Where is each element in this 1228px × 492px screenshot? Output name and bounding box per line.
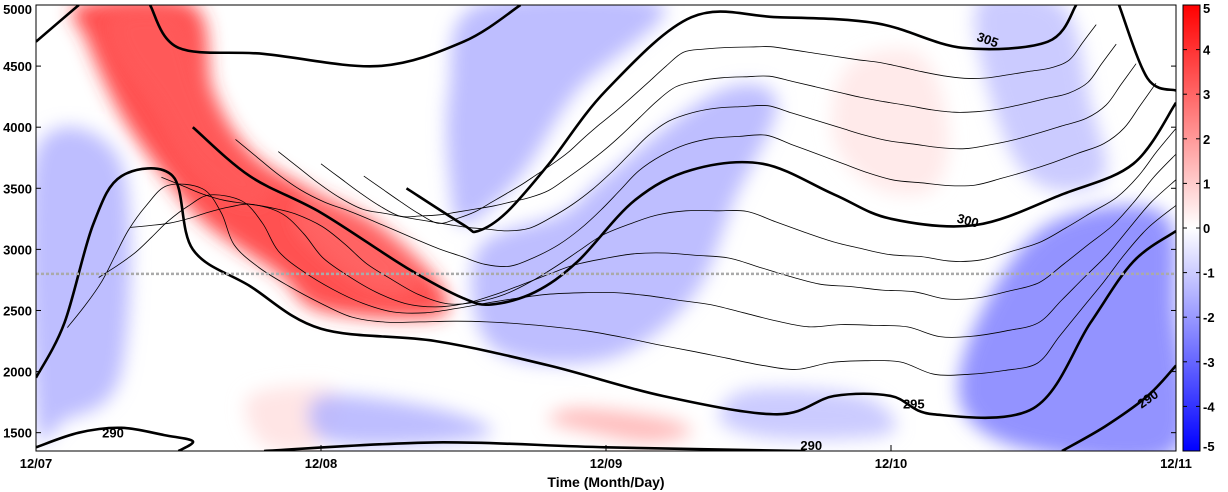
thin-isentrope-2 — [98, 179, 1176, 338]
thin-isentropes — [67, 24, 1176, 376]
colorbar-tick-label: 2 — [1203, 132, 1210, 147]
thin-isentrope-5 — [235, 82, 1157, 268]
y-tick-label: 3500 — [3, 181, 32, 196]
x-tick-label: 12/08 — [305, 456, 338, 471]
thin-isentrope-3 — [130, 153, 1176, 308]
contour-label-text: 290 — [800, 438, 822, 453]
isentrope-290-1 — [36, 426, 195, 451]
contour-label-5: 300 — [955, 211, 980, 231]
y-tick-label: 2500 — [3, 303, 32, 318]
contour-label-text: 305 — [975, 29, 1001, 51]
colorbar-tick-label: -3 — [1203, 355, 1215, 370]
colorbar-tick-label: 1 — [1203, 176, 1210, 191]
cold-anomaly-region-8 — [446, 5, 666, 225]
isentrope-290-3 — [1061, 364, 1176, 451]
contour-label-4: 295 — [903, 396, 925, 411]
isentrope-300-5 — [36, 5, 80, 43]
y-tick-label: 4500 — [3, 59, 32, 74]
y-tick-label: 1500 — [3, 426, 32, 441]
cold-anomaly-region-10 — [974, 5, 1107, 192]
isentrope-305-7 — [148, 5, 522, 68]
x-tick-label: 12/10 — [875, 456, 908, 471]
x-axis-title: Time (Month/Day) — [547, 474, 664, 490]
warm-anomaly-region-3 — [296, 200, 416, 290]
colorbar-tick-label: 4 — [1203, 43, 1211, 58]
contour-label-text: 295 — [903, 396, 925, 411]
cold-anomaly-region-7 — [36, 126, 131, 443]
y-tick-label: 3000 — [3, 242, 32, 257]
contour-label-text: 290 — [102, 426, 124, 441]
isentrope-290-2 — [263, 441, 806, 451]
x-tick-label: 12/07 — [20, 456, 53, 471]
y-tick-label: 4000 — [3, 120, 32, 135]
colorbar-tick-label: 5 — [1203, 1, 1210, 16]
warm-anomaly-region-2 — [112, 10, 270, 202]
contour-label-1: 290 — [102, 426, 124, 441]
isentrope-295-4 — [36, 167, 1176, 420]
cold-anomaly-region-13 — [718, 388, 896, 440]
x-tick-label: 12/09 — [590, 456, 623, 471]
thin-isentrope-7 — [320, 43, 1117, 218]
isentrope-300-6 — [191, 102, 1176, 307]
isentrope-310-9 — [1117, 5, 1176, 92]
colorbar-ticks: 5 4 3 2 1 0 -1 -2 -3 -4 -5 — [1183, 1, 1215, 454]
contour-label-2: 290 — [800, 438, 822, 453]
colorbar-tick-label: -2 — [1203, 310, 1215, 325]
x-axis: 12/07 12/08 12/09 12/10 12/11 — [20, 445, 1192, 471]
contour-label-text: 300 — [955, 211, 980, 231]
isentrope-305-8 — [405, 5, 1078, 234]
labeled-isentropes — [36, 5, 1176, 451]
y-axis: 1500 2000 2500 3000 3500 4000 4500 5000 — [3, 2, 1176, 441]
colorbar-tick-label: -1 — [1203, 266, 1215, 281]
x-tick-label: 12/11 — [1160, 456, 1192, 471]
contour-label-6: 305 — [975, 29, 1001, 51]
y-tick-label: 5000 — [3, 2, 32, 17]
cold-anomaly-region-12 — [308, 394, 493, 446]
y-tick-label: 2000 — [3, 365, 32, 380]
thin-isentrope-4 — [161, 128, 1176, 305]
warm-anomaly-region-4 — [548, 408, 692, 443]
colorbar-tick-label: -4 — [1203, 399, 1215, 414]
colorbar-tick-label: 3 — [1203, 87, 1210, 102]
anomaly-shading — [36, 5, 1176, 451]
thin-isentrope-1 — [67, 183, 1176, 376]
colorbar-tick-label: 0 — [1203, 221, 1210, 236]
thin-isentrope-6 — [278, 63, 1137, 232]
cold-anomaly-region-11 — [958, 205, 1176, 451]
colorbar: 5 4 3 2 1 0 -1 -2 -3 -4 -5 — [1182, 1, 1215, 454]
colorbar-tick-label: -5 — [1203, 439, 1215, 454]
warm-anomaly-region-5 — [832, 49, 949, 196]
thin-isentrope-8 — [363, 24, 1097, 224]
